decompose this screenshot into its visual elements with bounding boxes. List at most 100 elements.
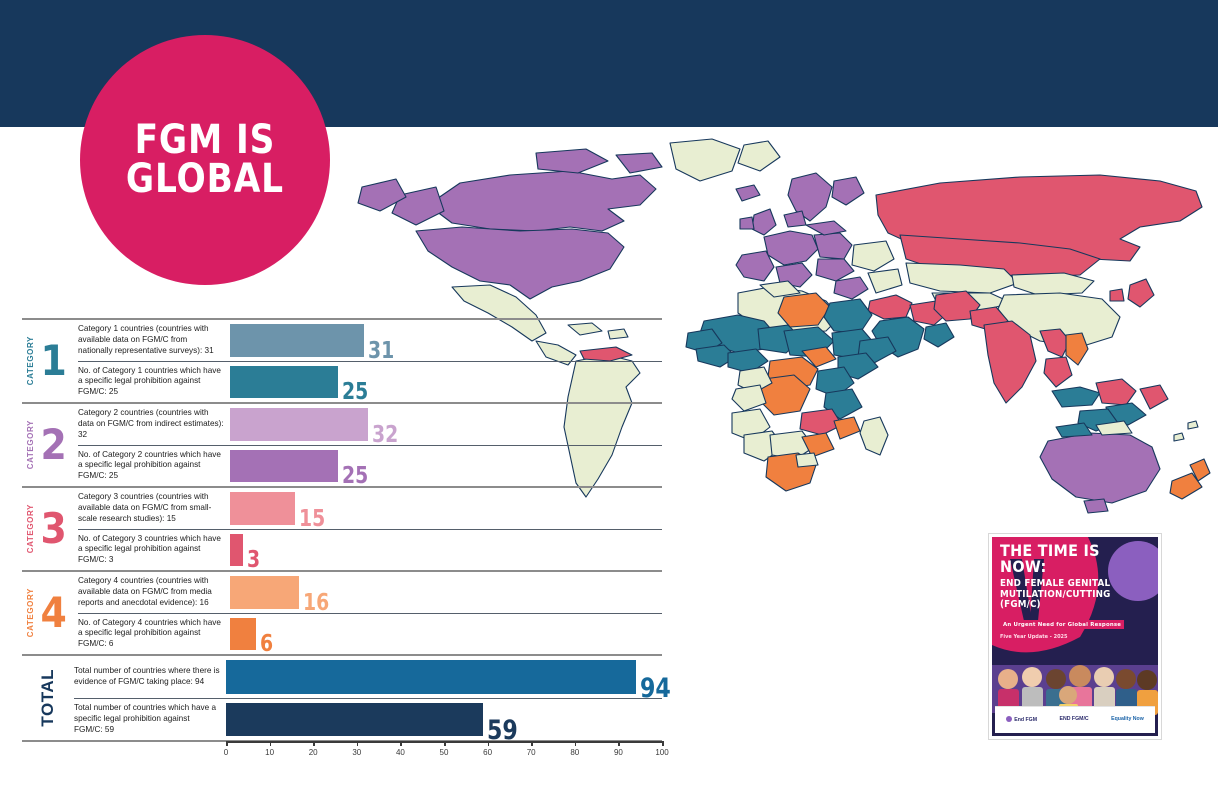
logo-equality-now: Equality Now bbox=[1111, 716, 1144, 723]
axis-tick-label: 90 bbox=[613, 748, 623, 757]
table-row: No. of Category 1 countries which have a… bbox=[78, 360, 662, 405]
bar-value: 31 bbox=[367, 337, 395, 364]
axis-tick-label: 70 bbox=[526, 748, 536, 757]
bar-chart: CATEGORY 1 Category 1 countries (countri… bbox=[22, 318, 671, 763]
bar-plot: 32 bbox=[230, 404, 662, 448]
title-line-2: GLOBAL bbox=[125, 156, 285, 202]
group-side-label-3: CATEGORY 3 bbox=[22, 488, 78, 570]
axis-tick bbox=[444, 741, 446, 746]
bar bbox=[230, 492, 295, 525]
bar-plot: 15 bbox=[230, 488, 662, 532]
bar bbox=[230, 365, 338, 398]
group-side-label-2: CATEGORY 2 bbox=[22, 404, 78, 486]
category-word-3: CATEGORY bbox=[26, 504, 35, 554]
category-number-3: 3 bbox=[40, 504, 67, 553]
group-side-label-1: CATEGORY 1 bbox=[22, 320, 78, 402]
bar-plot: 31 bbox=[230, 320, 662, 364]
row-label: Category 3 countries (countries with ava… bbox=[78, 492, 212, 523]
bar-plot: 59 bbox=[226, 699, 662, 746]
world-map bbox=[340, 135, 1218, 535]
axis-tick-label: 60 bbox=[483, 748, 493, 757]
row-label: Total number of countries where there is… bbox=[74, 665, 220, 686]
axis-tick bbox=[400, 741, 402, 746]
bar-plot: 94 bbox=[226, 656, 671, 702]
category-word-4: CATEGORY bbox=[26, 588, 35, 638]
cover-headline-main: THE TIME IS NOW: bbox=[1000, 541, 1100, 576]
chart-group-total: TOTAL Total number of countries where th… bbox=[22, 654, 671, 746]
group-side-label-total: TOTAL bbox=[22, 656, 74, 740]
bar bbox=[230, 408, 369, 441]
bar-value: 32 bbox=[372, 421, 399, 448]
chart-group-category-1: CATEGORY 1 Category 1 countries (countri… bbox=[22, 318, 662, 405]
bar-value: 25 bbox=[342, 379, 369, 405]
logo-end-fgm: End FGM bbox=[1006, 716, 1037, 724]
logo-dot-icon bbox=[1006, 716, 1013, 723]
cover-edition: Five Year Update - 2025 bbox=[1000, 633, 1068, 640]
axis-tick bbox=[618, 741, 620, 746]
logo-end-fgmc: END FGM/C bbox=[1059, 716, 1089, 723]
row-label: Category 4 countries (countries with ava… bbox=[78, 576, 212, 607]
table-row: Category 1 countries (countries with ava… bbox=[78, 320, 662, 364]
bar bbox=[226, 702, 484, 736]
row-label: No. of Category 3 countries which have a… bbox=[78, 533, 221, 565]
group-side-label-4: CATEGORY 4 bbox=[22, 572, 78, 654]
table-row: No. of Category 3 countries which have a… bbox=[78, 528, 662, 573]
bar bbox=[226, 660, 636, 694]
category-number-1: 1 bbox=[40, 336, 67, 385]
axis-tick-label: 100 bbox=[655, 748, 669, 757]
bar-plot: 16 bbox=[230, 572, 662, 616]
chart-group-category-3: CATEGORY 3 Category 3 countries (countri… bbox=[22, 486, 662, 573]
cover-logo-strip: End FGM END FGM/C Equality Now bbox=[995, 706, 1155, 733]
axis-tick-label: 20 bbox=[308, 748, 318, 757]
report-cover-thumbnail[interactable]: THE TIME IS NOW: END FEMALE GENITAL MUTI… bbox=[988, 533, 1162, 740]
chart-group-category-2: CATEGORY 2 Category 2 countries (countri… bbox=[22, 402, 662, 489]
category-number-4: 4 bbox=[40, 588, 67, 637]
table-row: Total number of countries where there is… bbox=[74, 656, 671, 702]
axis-tick bbox=[487, 741, 490, 746]
bar-plot: 3 bbox=[230, 530, 662, 573]
bar-value: 15 bbox=[298, 505, 326, 532]
table-row: No. of Category 2 countries which have a… bbox=[78, 444, 662, 489]
bar-value: 6 bbox=[259, 631, 274, 657]
axis-tick bbox=[226, 741, 228, 746]
bar bbox=[230, 449, 338, 482]
bar bbox=[230, 533, 243, 566]
axis-tick bbox=[313, 741, 315, 746]
axis-tick-label: 10 bbox=[265, 748, 275, 757]
table-row: No. of Category 4 countries which have a… bbox=[78, 612, 662, 657]
axis-tick bbox=[662, 741, 664, 746]
row-label: Total number of countries which have a s… bbox=[74, 703, 216, 734]
cover-subtitle: An Urgent Need for Global Response bbox=[1000, 620, 1125, 630]
bar-value: 16 bbox=[303, 589, 330, 616]
bar bbox=[230, 576, 300, 609]
axis-tick-label: 80 bbox=[570, 748, 580, 757]
bar-value: 59 bbox=[487, 715, 519, 746]
axis-tick-label: 50 bbox=[439, 748, 449, 757]
axis-tick-label: 0 bbox=[223, 748, 229, 757]
bar-value: 25 bbox=[342, 463, 369, 489]
axis-tick-label: 40 bbox=[395, 748, 405, 757]
table-row: Category 3 countries (countries with ava… bbox=[78, 488, 662, 532]
chart-group-category-4: CATEGORY 4 Category 4 countries (countri… bbox=[22, 570, 662, 657]
bar bbox=[230, 324, 364, 357]
table-row: Category 2 countries (countries with dat… bbox=[78, 404, 662, 448]
bar-plot: 6 bbox=[230, 614, 662, 657]
title-line-1: FGM IS bbox=[134, 117, 276, 164]
axis-tick-label: 30 bbox=[352, 748, 362, 757]
row-label: No. of Category 2 countries which have a… bbox=[78, 449, 221, 481]
row-label: Category 2 countries (countries with dat… bbox=[78, 408, 224, 439]
bar-plot: 25 bbox=[230, 362, 662, 405]
bar-value: 3 bbox=[246, 547, 261, 573]
category-word-2: CATEGORY bbox=[26, 420, 35, 470]
bar-plot: 25 bbox=[230, 446, 662, 489]
page-title: FGM IS GLOBAL bbox=[125, 117, 285, 202]
total-word: TOTAL bbox=[38, 669, 57, 727]
row-label: No. of Category 4 countries which have a… bbox=[78, 617, 221, 649]
row-label: Category 1 countries (countries with ava… bbox=[78, 324, 214, 355]
cover-headline-block: THE TIME IS NOW: END FEMALE GENITAL MUTI… bbox=[1000, 543, 1152, 640]
x-axis: 0 10 20 30 40 50 60 70 80 90 100 bbox=[223, 741, 669, 763]
cover-headline-sub: END FEMALE GENITAL MUTILATION/CUTTING (F… bbox=[1000, 578, 1111, 611]
table-row: Category 4 countries (countries with ava… bbox=[78, 572, 662, 616]
axis-tick bbox=[574, 741, 577, 746]
table-row: Total number of countries which have a s… bbox=[74, 697, 662, 746]
